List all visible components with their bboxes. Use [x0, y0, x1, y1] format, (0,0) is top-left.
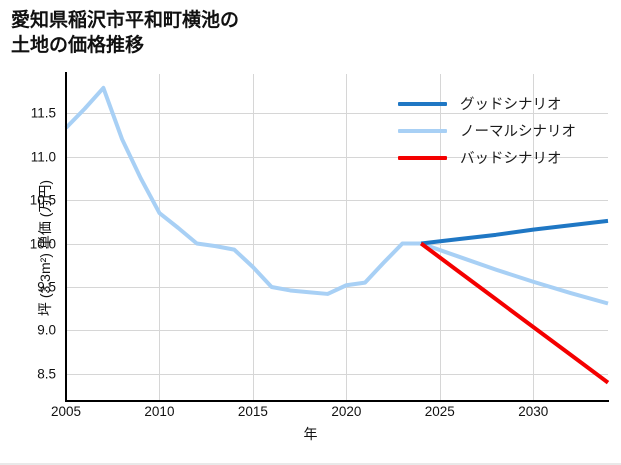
gridline-v — [252, 74, 254, 400]
y-tick-label: 11.0 — [30, 149, 56, 165]
gridline-v — [439, 74, 441, 400]
x-axis-line — [65, 400, 609, 402]
x-tick-label: 2005 — [50, 404, 82, 419]
legend-item-label: ノーマルシナリオ — [460, 124, 576, 140]
gridline-v — [159, 74, 161, 400]
y-tick-label: 11.5 — [30, 105, 56, 121]
legend-color-swatch — [398, 155, 447, 160]
x-axis-tick-labels: 2005 2010 2015 2020 2025 2030 — [0, 404, 621, 430]
y-axis-title: 坪 (3.3m²) 単価 (万円) — [37, 179, 53, 317]
x-tick-label: 2025 — [424, 404, 455, 419]
gridline-v — [533, 74, 535, 400]
page-title: 愛知県稲沢市平和町横池の 土地の価格推移 — [11, 10, 240, 56]
y-axis-tick-labels: 11.5 11.0 10.5 10.0 9.5 9.0 8.5 — [0, 0, 62, 465]
gridline-h — [66, 373, 608, 375]
x-tick-label: 2015 — [237, 404, 268, 419]
y-tick-label: 9.0 — [37, 322, 56, 338]
legend-item-label: バッドシナリオ — [460, 151, 562, 167]
y-tick-label: 10.0 — [29, 236, 56, 252]
y-axis-line — [65, 72, 67, 402]
gridline-h — [66, 156, 608, 158]
legend-item-label: グッドシナリオ — [460, 97, 562, 113]
series-line — [420, 218, 609, 246]
legend-color-swatch — [398, 101, 447, 106]
gridline-h — [66, 113, 608, 115]
gridline-h — [66, 243, 608, 245]
series-lines — [64, 85, 610, 385]
gridline-h — [66, 200, 608, 202]
legend-color-swatch — [398, 128, 447, 133]
gridline-h — [66, 330, 608, 332]
series-line — [64, 85, 609, 306]
y-tick-label: 8.5 — [37, 366, 56, 382]
x-tick-label: 2010 — [144, 404, 175, 419]
x-tick-label: 2030 — [518, 404, 549, 419]
x-tick-label: 2020 — [331, 404, 362, 419]
gridline-v — [346, 74, 348, 400]
series-line — [419, 241, 610, 385]
chart-legend: グッドシナリオ ノーマルシナリオ バッドシナリオ — [398, 90, 613, 171]
y-tick-label: 10.5 — [29, 192, 56, 208]
legend-item[interactable]: バッドシナリオ — [398, 144, 613, 171]
legend-item[interactable]: グッドシナリオ — [398, 90, 613, 117]
plot-area — [64, 74, 610, 400]
legend-item[interactable]: ノーマルシナリオ — [398, 117, 613, 144]
x-axis-title: 年 — [303, 426, 318, 442]
y-tick-label: 9.5 — [37, 279, 56, 295]
